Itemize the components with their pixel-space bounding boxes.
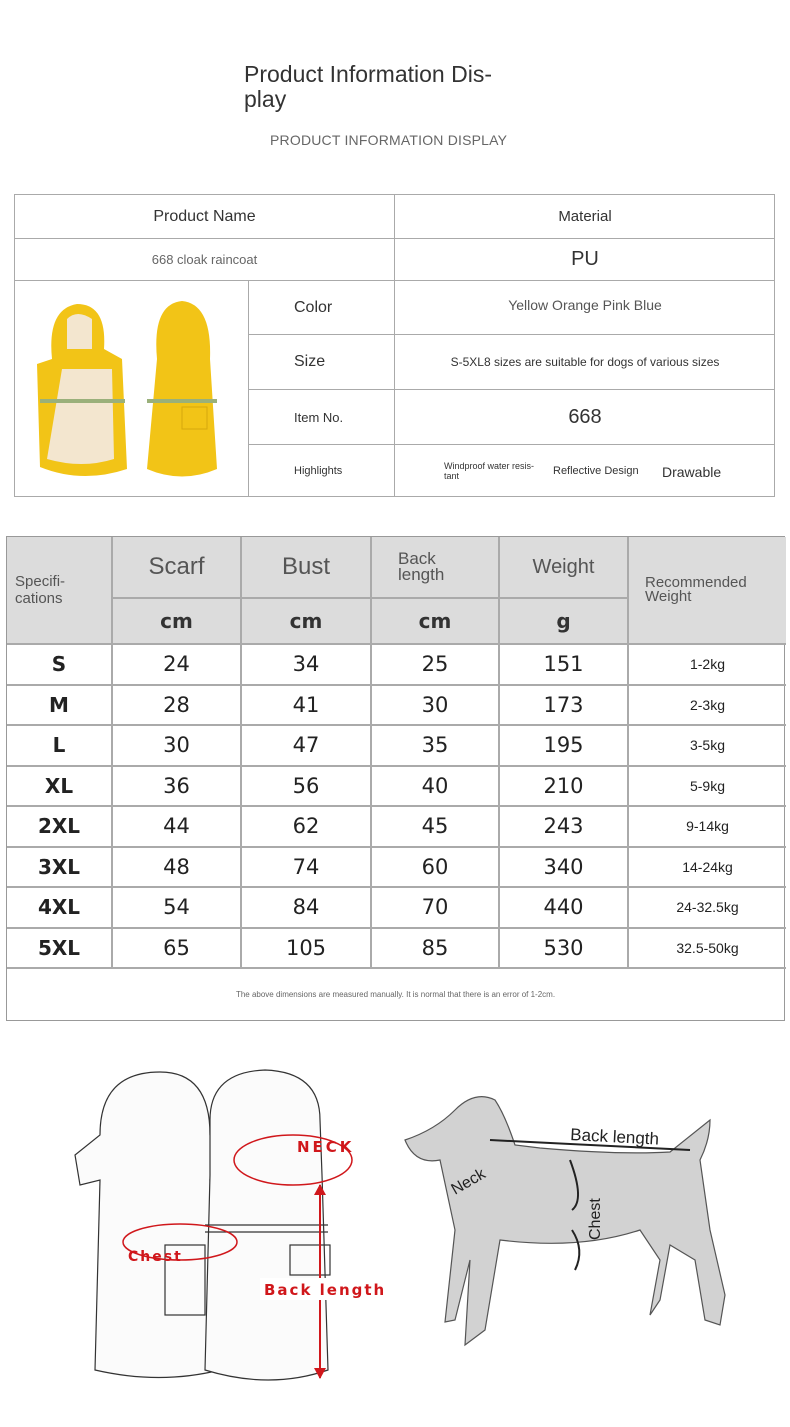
cell-bust: 34 [242, 645, 372, 686]
cell-scarf: 24 [113, 645, 242, 686]
cell-back: 30 [372, 685, 500, 726]
cell-size: 5XL [7, 928, 113, 969]
measurement-diagram: NECK Chest Back length Back length Neck … [74, 1069, 726, 1381]
chest-arrow [569, 1159, 581, 1271]
item-label: Item No. [249, 390, 395, 445]
cell-weight: 210 [500, 766, 629, 807]
arrow-down-icon [314, 1368, 326, 1379]
cell-rec: 2-3kg [629, 686, 786, 726]
raincoat-image [36, 301, 217, 477]
cell-bust: 56 [242, 766, 372, 807]
cell-bust: 47 [242, 726, 372, 767]
cell-weight: 340 [500, 847, 629, 888]
color-value: Yellow Orange Pink Blue [395, 281, 775, 335]
highlight-item: Windproof water resis-tant [444, 461, 535, 481]
cell-rec: 5-9kg [629, 767, 786, 807]
header-bust: Bust [242, 537, 372, 599]
cell-size: 3XL [7, 847, 113, 888]
product-info-table: Product Name Material 668 cloak raincoat… [14, 194, 775, 497]
unit-scarf: cm [113, 599, 242, 645]
neck-ellipse [233, 1134, 353, 1186]
cell-bust: 41 [242, 685, 372, 726]
cell-size: 4XL [7, 888, 113, 929]
raincoat-back-sketch [204, 1069, 331, 1381]
header-back-length: Back length [372, 537, 500, 599]
cell-back: 60 [372, 847, 500, 888]
size-chart-table: Specifi-cations Scarf Bust Back length W… [6, 536, 786, 1021]
cell-scarf: 48 [113, 847, 242, 888]
raincoat-front-sketch [74, 1071, 236, 1379]
unit-bust: cm [242, 599, 372, 645]
cell-bust: 105 [242, 928, 372, 969]
cell-size: M [7, 685, 113, 726]
cell-scarf: 54 [113, 888, 242, 929]
cell-rec: 3-5kg [629, 726, 786, 767]
cell-size: 2XL [7, 807, 113, 848]
material-label: Material [395, 195, 775, 239]
cell-rec: 24-32.5kg [629, 888, 786, 929]
size-value: S-5XL8 sizes are suitable for dogs of va… [395, 335, 775, 390]
cell-rec: 32.5-50kg [629, 929, 786, 969]
color-label: Color [249, 281, 395, 335]
cell-bust: 62 [242, 807, 372, 848]
back-length-line [489, 1139, 691, 1151]
header-scarf: Scarf [113, 537, 242, 599]
cell-rec: 14-24kg [629, 848, 786, 888]
header-recommended-weight: Recommended Weight [629, 537, 786, 645]
cell-weight: 151 [500, 645, 629, 686]
chest-ellipse [122, 1223, 238, 1261]
product-name-value: 668 cloak raincoat [15, 239, 395, 281]
cell-back: 85 [372, 928, 500, 969]
cell-back: 35 [372, 726, 500, 767]
cell-size: S [7, 645, 113, 686]
page-subtitle: PRODUCT INFORMATION DISPLAY [270, 132, 508, 148]
product-name-label: Product Name [15, 195, 395, 239]
neck-label: NECK [297, 1138, 354, 1156]
highlights-value: Windproof water resis-tant Reflective De… [395, 445, 775, 497]
cell-back: 25 [372, 645, 500, 686]
cell-weight: 530 [500, 928, 629, 969]
cell-bust: 74 [242, 847, 372, 888]
header-weight: Weight [500, 537, 629, 599]
back-length-label: Back length [264, 1281, 386, 1299]
highlights-label: Highlights [249, 445, 395, 497]
cell-weight: 243 [500, 807, 629, 848]
cell-size: XL [7, 766, 113, 807]
measurement-note: The above dimensions are measured manual… [235, 990, 556, 999]
arrow-up-icon [314, 1184, 326, 1195]
cell-scarf: 36 [113, 766, 242, 807]
product-image [15, 281, 249, 497]
cell-scarf: 30 [113, 726, 242, 767]
cell-scarf: 44 [113, 807, 242, 848]
dog-back-length-label: Back length [570, 1125, 660, 1149]
cell-rec: 1-2kg [629, 645, 786, 686]
item-value: 668 [395, 390, 775, 445]
cell-weight: 173 [500, 685, 629, 726]
cell-bust: 84 [242, 888, 372, 929]
dog-chest-label: Chest [587, 1198, 604, 1240]
cell-back: 70 [372, 888, 500, 929]
unit-back-length: cm [372, 599, 500, 645]
dog-silhouette [404, 1096, 726, 1347]
material-value: PU [395, 239, 775, 281]
cell-weight: 440 [500, 888, 629, 929]
cell-rec: 9-14kg [629, 807, 786, 848]
header-specifications: Specifi-cations [7, 537, 113, 645]
page-title: Product Information Dis-play [244, 61, 492, 112]
highlight-item: Reflective Design [553, 465, 639, 477]
cell-scarf: 28 [113, 685, 242, 726]
cell-size: L [7, 726, 113, 767]
highlight-item: Drawable [662, 464, 722, 480]
cell-back: 40 [372, 766, 500, 807]
cell-back: 45 [372, 807, 500, 848]
chest-label: Chest [128, 1249, 183, 1265]
cell-scarf: 65 [113, 928, 242, 969]
size-label: Size [249, 335, 395, 390]
cell-weight: 195 [500, 726, 629, 767]
unit-weight: g [500, 599, 629, 645]
